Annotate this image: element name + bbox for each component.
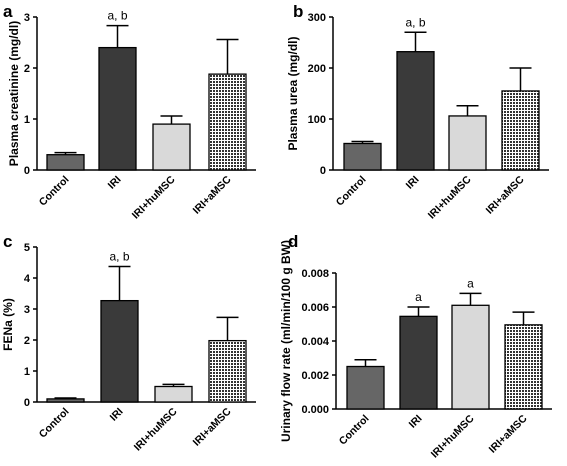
significance-label: a, b [405, 15, 425, 29]
category-label: Control [37, 174, 72, 209]
category-label: IRI+aMSC [191, 405, 234, 448]
y-tick-label: 300 [308, 12, 326, 24]
significance-label: a [467, 276, 474, 290]
y-tick-label: 2 [24, 335, 30, 347]
category-label: IRI [106, 174, 124, 192]
y-tick-label: 0.004 [301, 336, 329, 348]
bar-control [46, 398, 85, 403]
y-tick-label: 2 [24, 63, 30, 75]
y-tick-label: 0.006 [301, 302, 329, 314]
panel-d: d 0.000 0.002 0.004 0.006 0.008 Urinary flow r… [279, 232, 552, 461]
category-label: IRI+aMSC [487, 412, 530, 455]
category-label: Control [37, 406, 72, 441]
bar-iri-humsc [152, 123, 191, 171]
y-tick-label: 4 [24, 273, 31, 285]
category-label: IRI+huMSC [429, 412, 477, 460]
panel-letter: c [3, 232, 12, 251]
significance-label: a, b [107, 9, 127, 23]
bar-iri [396, 51, 435, 171]
y-tick-label: 3 [24, 304, 30, 316]
bar-control [46, 154, 85, 171]
panel-b: b 0 100 200 300 Plasma urea (mg/dl) Control a, … [286, 2, 549, 222]
category-label: IRI+huMSC [426, 173, 474, 221]
panel-letter: b [293, 2, 303, 21]
category-label: IRI+aMSC [191, 173, 234, 216]
category-label: IRI+huMSC [130, 173, 178, 221]
bar-iri-humsc [154, 385, 193, 403]
category-label: Control [334, 174, 369, 209]
y-tick-label: 3 [24, 12, 30, 24]
category-label: Control [337, 413, 372, 448]
bar-iri-amsc [208, 339, 247, 403]
y-tick-label: 0.000 [301, 404, 329, 416]
y-tick-label: 100 [308, 114, 326, 126]
bar-iri-humsc [451, 304, 490, 410]
bar-iri-humsc [448, 115, 487, 171]
bar-iri [98, 46, 137, 171]
y-tick-label: 0 [24, 165, 30, 177]
y-tick-label: 5 [24, 242, 30, 254]
bar-iri-amsc [504, 324, 543, 410]
panel-c: c 0 1 2 3 4 5 FENa (%) Control a, b IRI IRI+huMSC IR… [1, 232, 256, 454]
y-tick-label: 1 [24, 114, 30, 126]
y-axis-title: FENa (%) [1, 298, 15, 351]
y-tick-label: 0.002 [301, 370, 329, 382]
panel-letter: a [3, 2, 13, 21]
category-label: IRI+huMSC [132, 405, 180, 453]
y-tick-label: 0 [24, 397, 30, 409]
bar-control [346, 365, 385, 410]
category-label: IRI [108, 406, 126, 424]
y-axis-title: Plasma creatinine (mg/dl) [7, 21, 21, 166]
bar-iri [100, 299, 139, 403]
category-label: IRI [407, 413, 425, 431]
category-label: IRI [404, 174, 422, 192]
bar-control [343, 142, 382, 171]
panel-letter: d [288, 232, 298, 251]
y-tick-label: 1 [24, 366, 30, 378]
y-axis-title: Urinary flow rate (ml/min/100 g BW) [279, 240, 293, 442]
bar-iri-amsc [501, 90, 540, 171]
y-tick-label: 0 [320, 165, 326, 177]
bar-iri [399, 315, 438, 410]
y-axis-title: Plasma urea (mg/dl) [286, 36, 300, 150]
significance-label: a, b [109, 250, 129, 264]
significance-label: a [415, 290, 422, 304]
y-tick-label: 200 [308, 63, 326, 75]
bar-iri-amsc [208, 73, 247, 171]
y-tick-label: 0.008 [301, 268, 329, 280]
category-label: IRI+aMSC [484, 173, 527, 216]
